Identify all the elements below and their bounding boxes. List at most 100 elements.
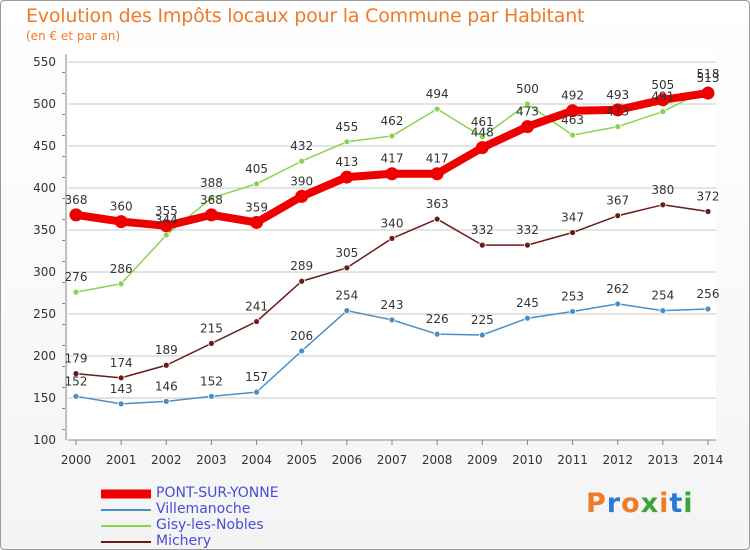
data-label-villemanoche: 256 — [697, 287, 720, 301]
data-label-villemanoche: 157 — [245, 370, 268, 384]
data-label-gisy-les-nobles: 494 — [426, 87, 449, 101]
x-tick-label: 2010 — [512, 453, 543, 467]
legend-swatch-michery — [101, 541, 151, 543]
data-label-michery: 215 — [200, 321, 223, 335]
data-point-gisy-les-nobles — [298, 157, 306, 165]
data-label-gisy-les-nobles: 286 — [110, 262, 133, 276]
data-label-villemanoche: 262 — [606, 282, 629, 296]
data-label-michery: 332 — [516, 223, 539, 237]
data-label-villemanoche: 253 — [561, 289, 584, 303]
data-point-villemanoche — [478, 331, 486, 339]
data-label-villemanoche: 254 — [335, 289, 358, 303]
proxiti-logo: Proxiti — [586, 488, 694, 519]
data-point-michery — [524, 241, 531, 249]
data-label-pont-sur-yonne: 417 — [426, 152, 449, 166]
data-label-michery: 179 — [65, 352, 88, 366]
data-point-pont-sur-yonne — [475, 141, 489, 155]
data-point-villemanoche — [614, 300, 622, 308]
x-tick-label: 2009 — [467, 453, 498, 467]
x-tick-label: 2006 — [332, 453, 363, 467]
data-label-gisy-les-nobles: 473 — [606, 105, 629, 119]
data-point-villemanoche — [433, 330, 441, 338]
y-tick-label: 200 — [33, 349, 56, 363]
data-label-michery: 332 — [471, 223, 494, 237]
data-label-gisy-les-nobles: 500 — [516, 82, 539, 96]
data-label-pont-sur-yonne: 359 — [245, 200, 268, 214]
data-point-pont-sur-yonne — [430, 167, 444, 181]
data-label-villemanoche: 152 — [65, 374, 88, 388]
data-label-villemanoche: 152 — [200, 374, 223, 388]
data-point-gisy-les-nobles — [208, 194, 215, 202]
data-label-villemanoche: 243 — [381, 298, 404, 312]
data-point-pont-sur-yonne — [656, 93, 670, 107]
data-label-villemanoche: 146 — [155, 379, 178, 393]
x-tick-label: 2001 — [106, 453, 137, 467]
data-point-villemanoche — [343, 307, 351, 315]
x-tick-label: 2007 — [377, 453, 408, 467]
data-point-pont-sur-yonne — [159, 219, 173, 233]
data-point-gisy-les-nobles — [388, 132, 396, 140]
data-point-pont-sur-yonne — [566, 104, 580, 118]
data-label-michery: 241 — [245, 300, 268, 314]
data-point-gisy-les-nobles — [162, 231, 170, 239]
data-point-gisy-les-nobles — [614, 123, 622, 131]
data-label-pont-sur-yonne: 355 — [155, 204, 178, 218]
data-label-pont-sur-yonne: 473 — [516, 105, 539, 119]
y-tick-label: 350 — [33, 223, 56, 237]
data-label-michery: 380 — [651, 183, 674, 197]
data-point-michery — [478, 241, 486, 249]
x-tick-label: 2008 — [422, 453, 453, 467]
data-point-gisy-les-nobles — [524, 100, 531, 108]
data-label-michery: 367 — [606, 194, 629, 208]
data-point-villemanoche — [659, 307, 667, 315]
y-tick-label: 400 — [33, 181, 56, 195]
data-point-gisy-les-nobles — [343, 138, 351, 146]
x-tick-label: 2012 — [602, 453, 633, 467]
data-label-gisy-les-nobles: 388 — [200, 176, 223, 190]
data-label-michery: 372 — [697, 190, 720, 204]
legend-swatch-villemanoche — [101, 509, 151, 511]
data-point-pont-sur-yonne — [385, 167, 399, 181]
data-label-gisy-les-nobles: 455 — [335, 120, 358, 134]
data-point-villemanoche — [388, 316, 396, 324]
data-label-gisy-les-nobles: 462 — [381, 114, 404, 128]
data-point-villemanoche — [253, 388, 260, 396]
legend-label-michery: Michery — [156, 533, 212, 549]
x-tick-label: 2003 — [196, 453, 227, 467]
data-label-villemanoche: 245 — [516, 296, 539, 310]
data-point-villemanoche — [704, 305, 712, 313]
x-tick-label: 2013 — [648, 453, 679, 467]
data-point-gisy-les-nobles — [433, 105, 441, 113]
y-tick-label: 250 — [33, 307, 56, 321]
plot-area — [68, 54, 716, 440]
data-label-michery: 363 — [426, 197, 449, 211]
data-point-pont-sur-yonne — [520, 120, 534, 134]
y-tick-label: 150 — [33, 391, 56, 405]
y-tick-label: 500 — [33, 97, 56, 111]
data-point-michery — [208, 339, 215, 347]
data-point-gisy-les-nobles — [117, 280, 125, 288]
legend-label-gisy-les-nobles: Gisy-les-Nobles — [156, 517, 264, 533]
data-point-michery — [162, 361, 170, 369]
data-label-gisy-les-nobles: 518 — [697, 67, 720, 81]
data-point-michery — [704, 208, 712, 215]
data-label-pont-sur-yonne: 505 — [651, 78, 674, 92]
data-label-pont-sur-yonne: 493 — [606, 88, 629, 102]
data-label-villemanoche: 206 — [290, 329, 313, 343]
data-point-pont-sur-yonne — [611, 103, 625, 117]
x-tick-label: 2014 — [693, 453, 724, 467]
data-label-villemanoche: 254 — [651, 289, 674, 303]
data-label-michery: 289 — [290, 259, 313, 273]
chart-title: Evolution des Impôts locaux pour la Comm… — [26, 5, 585, 27]
data-label-gisy-les-nobles: 461 — [471, 115, 494, 129]
data-label-villemanoche: 226 — [426, 312, 449, 326]
data-label-pont-sur-yonne: 492 — [561, 89, 584, 103]
data-point-michery — [298, 277, 306, 285]
data-point-pont-sur-yonne — [295, 189, 309, 203]
data-point-villemanoche — [72, 392, 80, 400]
chart-subtitle: (en € et par an) — [26, 29, 121, 43]
legend-swatch-pont-sur-yonne — [101, 489, 151, 499]
data-point-villemanoche — [298, 347, 306, 355]
